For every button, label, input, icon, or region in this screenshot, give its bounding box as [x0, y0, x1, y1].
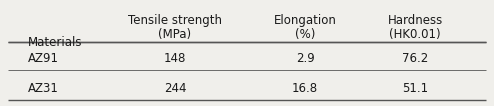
Text: 76.2: 76.2: [402, 52, 428, 64]
Text: Materials: Materials: [28, 36, 82, 49]
Text: (HK0.01): (HK0.01): [389, 28, 441, 41]
Text: (%): (%): [295, 28, 315, 41]
Text: AZ91: AZ91: [28, 52, 59, 64]
Text: Elongation: Elongation: [274, 14, 336, 27]
Text: 148: 148: [164, 52, 186, 64]
Text: 51.1: 51.1: [402, 82, 428, 95]
Text: 244: 244: [164, 82, 186, 95]
Text: AZ31: AZ31: [28, 82, 59, 95]
Text: 16.8: 16.8: [292, 82, 318, 95]
Text: 2.9: 2.9: [295, 52, 314, 64]
Text: (MPa): (MPa): [159, 28, 192, 41]
Text: Hardness: Hardness: [387, 14, 443, 27]
Text: Tensile strength: Tensile strength: [128, 14, 222, 27]
